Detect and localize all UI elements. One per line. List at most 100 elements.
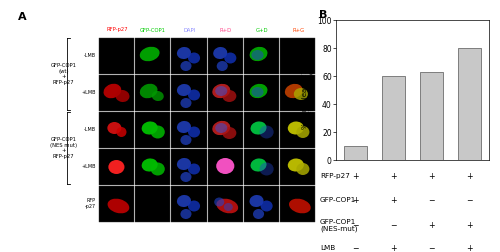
Ellipse shape (104, 84, 121, 98)
Text: +: + (390, 172, 396, 181)
Bar (280, 186, 316, 222)
Ellipse shape (150, 125, 165, 139)
Bar (99, 186, 134, 222)
Text: R+D: R+D (220, 27, 232, 33)
Ellipse shape (188, 52, 200, 64)
Ellipse shape (260, 125, 274, 139)
Ellipse shape (108, 199, 130, 213)
Ellipse shape (142, 159, 158, 172)
Ellipse shape (180, 172, 192, 182)
Ellipse shape (222, 127, 236, 139)
Bar (280, 149, 316, 185)
Text: -LMB: -LMB (84, 53, 96, 58)
Ellipse shape (260, 163, 274, 175)
Text: GFP-COP1
(wt)
+
RFP-p27: GFP-COP1 (wt) + RFP-p27 (50, 63, 76, 85)
Ellipse shape (215, 123, 228, 133)
Text: RFP
-p27: RFP -p27 (84, 198, 96, 209)
Ellipse shape (250, 47, 268, 61)
Ellipse shape (216, 158, 234, 174)
Ellipse shape (250, 195, 264, 207)
Ellipse shape (180, 98, 192, 108)
Ellipse shape (216, 199, 238, 213)
Ellipse shape (188, 127, 200, 138)
Text: +: + (352, 196, 358, 205)
Ellipse shape (188, 89, 200, 101)
Text: −: − (352, 221, 358, 230)
Ellipse shape (250, 121, 266, 135)
Bar (280, 75, 316, 111)
Ellipse shape (253, 209, 264, 219)
Ellipse shape (252, 50, 264, 60)
Ellipse shape (180, 135, 192, 145)
Text: GFP-COP1
(NES mut)
+
RFP-p27: GFP-COP1 (NES mut) + RFP-p27 (50, 137, 77, 159)
Bar (208, 38, 243, 74)
Bar (244, 112, 279, 148)
Bar (344, 146, 366, 160)
Ellipse shape (177, 195, 191, 207)
Bar (99, 75, 134, 111)
Bar (208, 75, 243, 111)
Bar (135, 75, 170, 111)
Ellipse shape (116, 90, 130, 102)
Text: GFP-COP1: GFP-COP1 (140, 27, 166, 33)
Ellipse shape (216, 61, 228, 71)
Bar (172, 186, 206, 222)
Bar (172, 112, 206, 148)
Ellipse shape (140, 84, 158, 98)
Ellipse shape (224, 52, 236, 64)
Text: −: − (428, 196, 434, 205)
Bar (135, 38, 170, 74)
Ellipse shape (260, 201, 272, 211)
Text: −: − (428, 244, 434, 252)
Ellipse shape (188, 201, 200, 211)
Text: GFP-COP1: GFP-COP1 (320, 197, 356, 203)
Bar (172, 38, 206, 74)
Y-axis label: % of nuclear p27 cells
/GFP-positive cells: % of nuclear p27 cells /GFP-positive cel… (302, 51, 314, 129)
Text: -LMB: -LMB (84, 127, 96, 132)
Text: LMB: LMB (320, 245, 335, 251)
Ellipse shape (288, 159, 304, 172)
Bar (458, 48, 481, 160)
Bar (382, 76, 404, 160)
Ellipse shape (215, 86, 228, 96)
Text: G+D: G+D (256, 27, 268, 33)
Ellipse shape (142, 121, 158, 135)
Text: +: + (466, 244, 473, 252)
Ellipse shape (188, 164, 200, 174)
Bar (208, 186, 243, 222)
Ellipse shape (296, 163, 310, 175)
Ellipse shape (180, 61, 192, 71)
Text: R+G: R+G (292, 27, 304, 33)
Text: A: A (18, 12, 27, 22)
Ellipse shape (288, 121, 304, 135)
Text: +: + (466, 172, 473, 181)
Text: RFP-p27: RFP-p27 (106, 27, 128, 33)
Text: B: B (319, 10, 328, 20)
Bar (135, 112, 170, 148)
Bar (99, 112, 134, 148)
Ellipse shape (108, 122, 122, 134)
Ellipse shape (250, 84, 268, 98)
Text: +: + (390, 196, 396, 205)
Ellipse shape (214, 198, 224, 206)
Bar (135, 149, 170, 185)
Ellipse shape (224, 203, 233, 211)
Bar (244, 75, 279, 111)
Bar (135, 186, 170, 222)
Ellipse shape (177, 121, 191, 133)
Bar (99, 149, 134, 185)
Ellipse shape (180, 209, 192, 219)
Bar (172, 75, 206, 111)
Text: +LMB: +LMB (82, 164, 96, 169)
Text: −: − (352, 244, 358, 252)
Ellipse shape (140, 47, 160, 61)
Bar (99, 38, 134, 74)
Bar (244, 38, 279, 74)
Bar (280, 112, 316, 148)
Ellipse shape (289, 199, 310, 213)
Bar (244, 186, 279, 222)
Ellipse shape (213, 47, 228, 59)
Text: DAPI: DAPI (184, 27, 196, 33)
Ellipse shape (212, 121, 230, 135)
Ellipse shape (212, 84, 230, 98)
